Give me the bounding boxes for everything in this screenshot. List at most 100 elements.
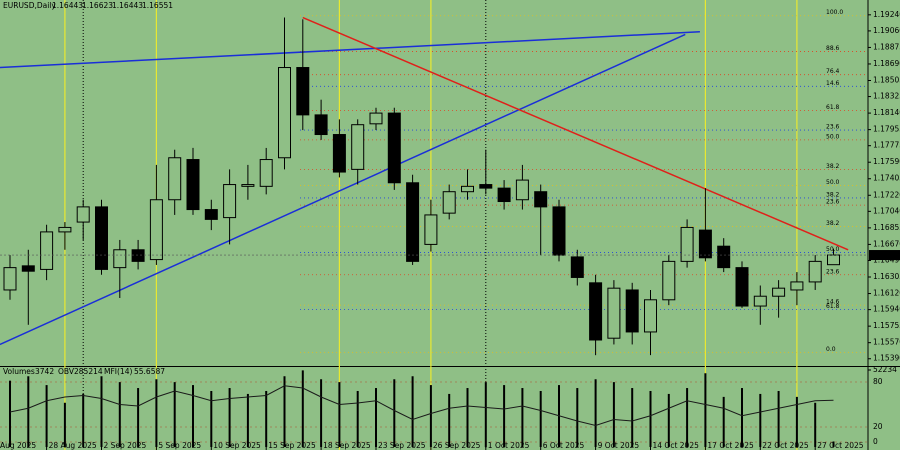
candle-body (644, 299, 657, 333)
y-tick-label: 1.15570 (873, 338, 900, 347)
candle-body (698, 229, 712, 259)
candle-body (314, 114, 328, 136)
y-tick-label: 1.17775 (873, 141, 900, 150)
y-tick-label: 1.16120 (873, 289, 900, 298)
fib-label: 38.2 (826, 191, 840, 198)
candle-body (570, 256, 584, 278)
fib-label: 76.4 (826, 68, 840, 75)
candle-body (332, 134, 346, 173)
candle-body (808, 260, 822, 283)
fib-label: 0.0 (826, 346, 836, 353)
candle-body (790, 281, 804, 291)
fib-label: 38.2 (826, 220, 840, 227)
x-tick-label: 23 Sep 2025 (378, 441, 426, 450)
candle-body (497, 187, 511, 203)
x-tick-label: 28 Aug 2025 (49, 441, 97, 450)
obv-label: OBV (58, 367, 75, 376)
candle-body (21, 265, 35, 272)
y-tick-label: 1.18140 (873, 108, 900, 117)
y-tick-label: 1.18875 (873, 42, 900, 51)
candle-body (552, 206, 566, 256)
candle-body (424, 214, 438, 245)
candle-body (534, 191, 548, 208)
candle-body (3, 267, 17, 291)
header-high: 1.16623 (82, 1, 113, 10)
candle-body (278, 67, 291, 159)
fib-label: 61.8 (826, 303, 840, 310)
fib-label: 100.0 (826, 9, 843, 16)
x-tick-label: 1 Oct 2025 (488, 441, 530, 450)
current-price-label: 1.16551 (871, 250, 900, 259)
candle-body (351, 124, 365, 170)
mfi-tick-label: 80 (873, 377, 883, 386)
candle-body (662, 260, 676, 301)
x-tick-label: 26 Sep 2025 (433, 441, 481, 450)
candle-body (259, 159, 273, 187)
candle-body (479, 184, 493, 189)
current-price-box (869, 250, 900, 261)
indicator-header: Volumes 3742 OBV 285214 MFI(14) 55.6587 (3, 367, 165, 376)
y-tick-label: 1.18505 (873, 75, 900, 84)
obv-value: 285214 (74, 367, 103, 376)
mfi-line (9, 385, 834, 427)
x-tick-label: 2 Sep 2025 (104, 441, 147, 450)
y-tick-label: 1.19060 (873, 26, 900, 35)
candle-body (113, 249, 127, 269)
candle-body (40, 231, 54, 270)
candle-body (76, 206, 90, 223)
y-tick-label: 1.16855 (873, 223, 900, 232)
fib-label: 50.0 (826, 179, 840, 186)
x-tick-label: 22 Oct 2025 (762, 441, 809, 450)
candle-body (95, 206, 108, 270)
symbol: EURUSD,Daily (3, 1, 56, 10)
candle-body (461, 185, 474, 193)
x-tick-label: 9 Oct 2025 (598, 441, 640, 450)
candle-body (186, 159, 200, 211)
x-tick-label: 6 Oct 2025 (543, 441, 585, 450)
candle-body (369, 112, 383, 125)
y-tick-label: 1.16670 (873, 239, 900, 248)
candle-body (442, 191, 456, 214)
mfi-tick-label: 0 (873, 437, 878, 446)
candle-body (241, 184, 255, 187)
candle-body (827, 254, 840, 266)
candle-body (406, 182, 420, 262)
fib-label: 50.0 (826, 133, 840, 140)
fib-label: 50.0 (826, 246, 840, 253)
y-tick-label: 1.17040 (873, 206, 900, 215)
y-tick-label: 1.16305 (873, 272, 900, 281)
candle-body (625, 289, 639, 333)
fib-label: 38.2 (826, 163, 840, 170)
y-tick-label: 1.17220 (873, 190, 900, 199)
x-tick-label: 18 Sep 2025 (323, 441, 371, 450)
y-tick-label: 1.19240 (873, 10, 900, 19)
y-tick-label: 1.15940 (873, 305, 900, 314)
y-tick-label: 1.17955 (873, 125, 900, 134)
header-open: 1.16443 (52, 1, 83, 10)
candle-body (607, 287, 621, 339)
candle-body (735, 267, 749, 307)
candle-body (149, 199, 163, 261)
candle-body (204, 209, 218, 220)
y-tick-label: 1.18325 (873, 92, 900, 101)
candle-body (131, 249, 145, 262)
y-tick-label: 1.18690 (873, 59, 900, 68)
mfi-value: 55.6587 (134, 367, 165, 376)
fib-label: 23.6 (826, 199, 840, 206)
volumes-value: 3742 (35, 367, 54, 376)
x-tick-label: 27 Oct 2025 (817, 441, 864, 450)
vol-tick-label: 52234 (873, 365, 897, 374)
header-close: 1.16551 (142, 1, 173, 10)
volumes-label: Volumes (3, 367, 35, 376)
fib-label: 14.6 (826, 299, 840, 306)
trendline (302, 16, 849, 251)
candle-body (58, 226, 72, 233)
candle-body (515, 179, 529, 201)
mfi-tick-label: 20 (873, 422, 883, 431)
x-tick-label: 15 Sep 2025 (268, 441, 316, 450)
header-low: 1.16443 (112, 1, 143, 10)
fib-label: 88.6 (826, 45, 840, 52)
mfi-label: MFI(14) (104, 367, 132, 376)
